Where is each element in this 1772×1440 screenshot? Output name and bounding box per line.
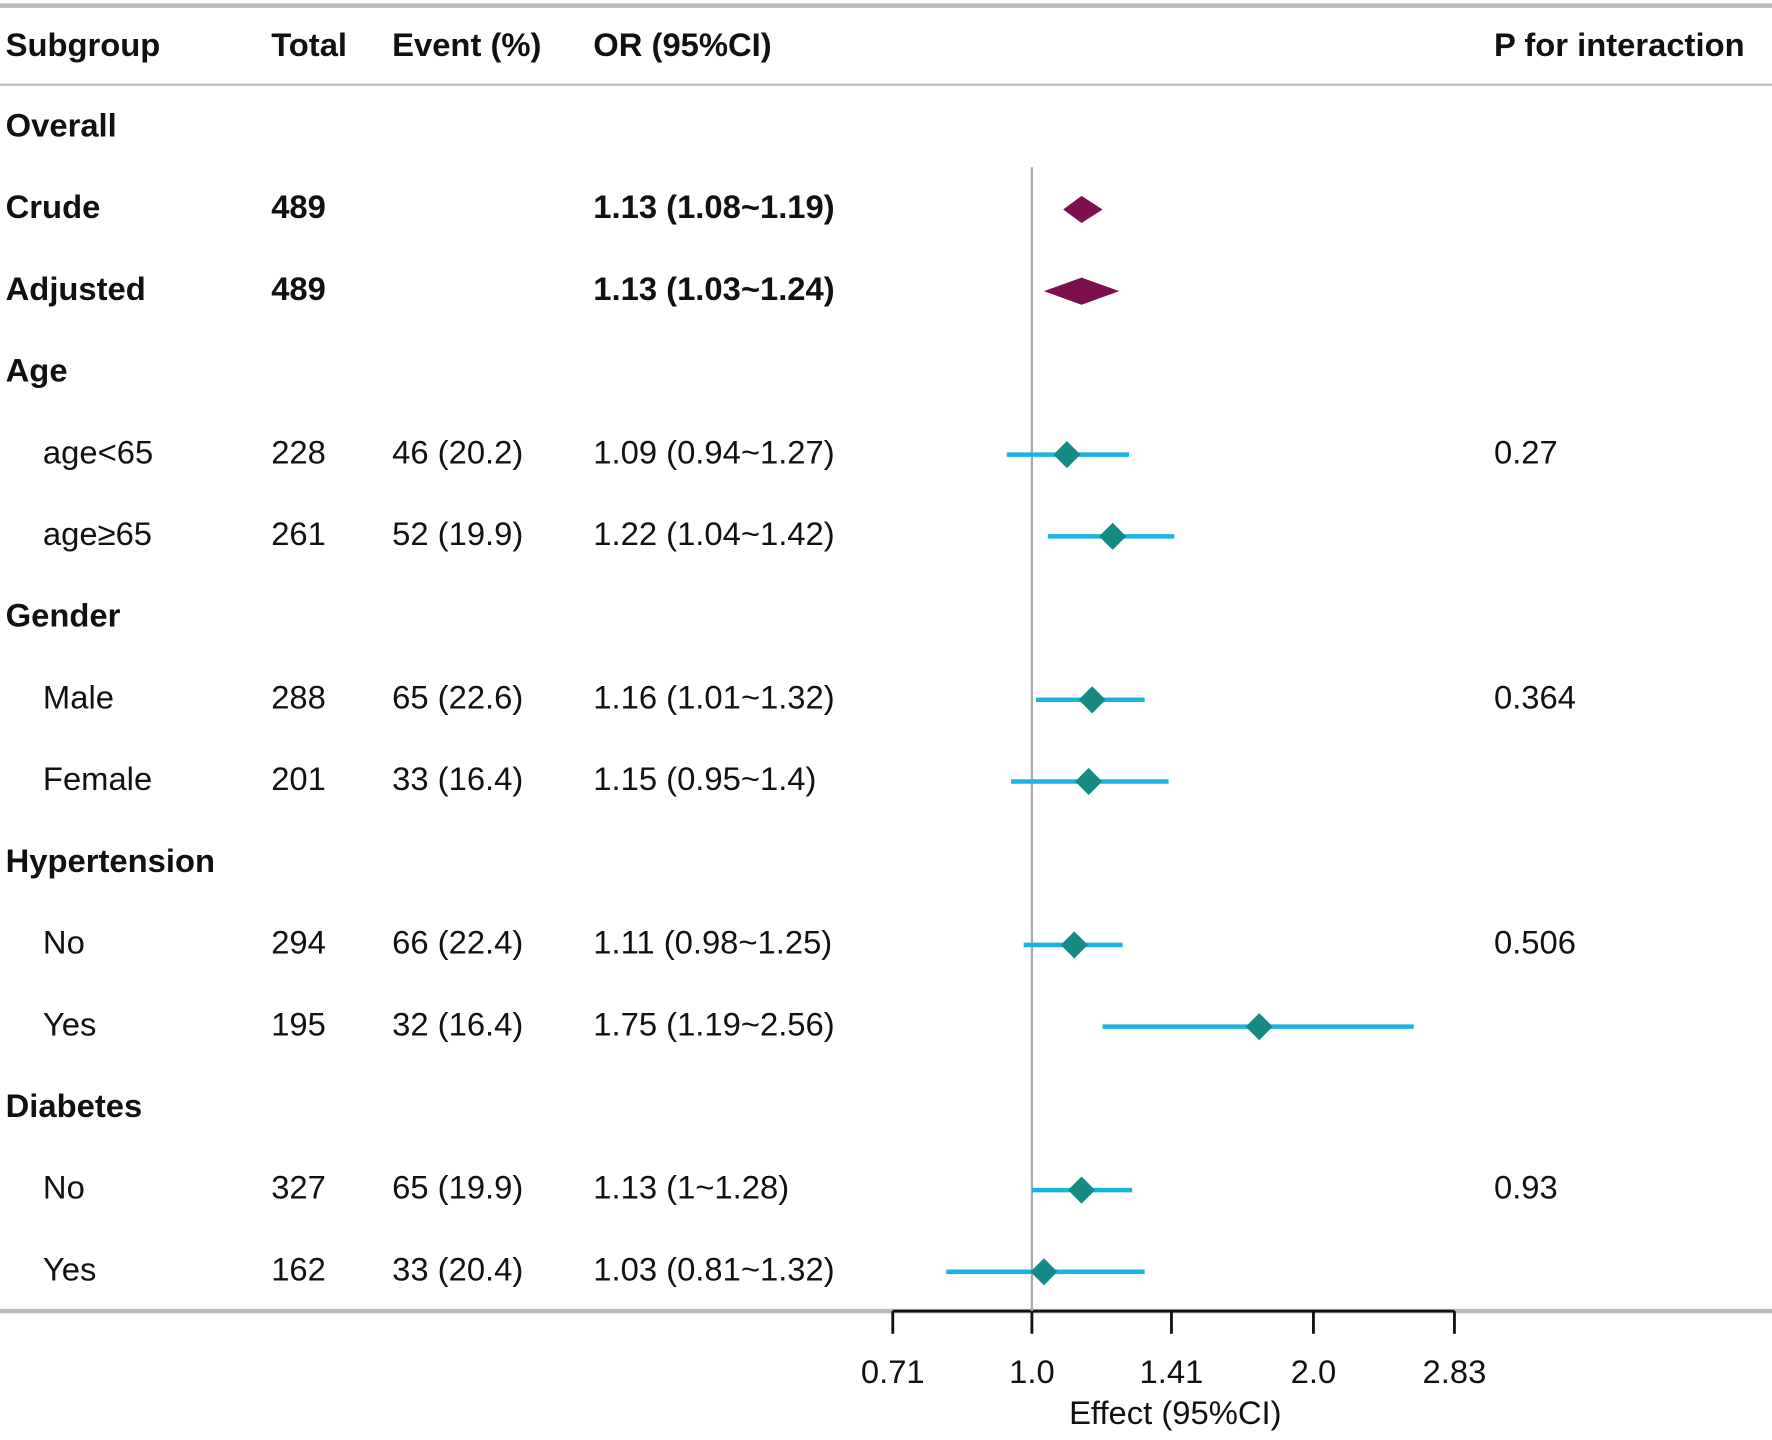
event: 33 (16.4)	[392, 760, 523, 797]
subgroup-label: Overall	[6, 106, 117, 143]
subgroup-label: Male	[43, 678, 114, 715]
overall-diamond	[1043, 277, 1120, 305]
or-label: 1.09 (0.94~1.27)	[593, 433, 834, 470]
total: 327	[271, 1169, 326, 1206]
total: 228	[271, 433, 326, 470]
point-estimate	[1053, 441, 1081, 469]
or-label: 1.13 (1.03~1.24)	[593, 270, 834, 307]
subgroup-label: Hypertension	[6, 842, 215, 879]
event: 33 (20.4)	[392, 1250, 523, 1287]
or-label: 1.15 (0.95~1.4)	[593, 760, 816, 797]
p-interaction: 0.27	[1494, 433, 1558, 470]
point-estimate	[1060, 931, 1088, 959]
point-estimate	[1099, 522, 1127, 550]
x-tick-label: 1.41	[1140, 1353, 1204, 1390]
or-label: 1.13 (1~1.28)	[593, 1169, 789, 1206]
subgroup-label: Yes	[43, 1250, 96, 1287]
event: 65 (22.6)	[392, 678, 523, 715]
overall-diamond	[1063, 195, 1103, 224]
subgroup-label: age<65	[43, 433, 153, 470]
or-label: 1.13 (1.08~1.19)	[593, 188, 834, 225]
x-tick-label: 2.0	[1291, 1353, 1337, 1390]
subgroup-label: Yes	[43, 1005, 96, 1042]
event: 32 (16.4)	[392, 1005, 523, 1042]
x-axis-title: Effect (95%CI)	[1069, 1394, 1281, 1431]
or-label: 1.11 (0.98~1.25)	[593, 924, 832, 961]
x-tick-label: 0.71	[861, 1353, 925, 1390]
subgroup-label: Crude	[6, 188, 101, 225]
total: 201	[271, 760, 326, 797]
total: 261	[271, 515, 326, 552]
or-label: 1.22 (1.04~1.42)	[593, 515, 834, 552]
total: 489	[271, 188, 326, 225]
column-header: Event (%)	[392, 26, 541, 63]
event: 66 (22.4)	[392, 924, 523, 961]
subgroup-label: Gender	[6, 597, 121, 634]
total: 162	[271, 1250, 326, 1287]
p-interaction: 0.506	[1494, 924, 1576, 961]
subgroup-label: No	[43, 924, 85, 961]
total: 294	[271, 924, 326, 961]
point-estimate	[1030, 1258, 1058, 1286]
x-tick-label: 2.83	[1423, 1353, 1487, 1390]
p-interaction: 0.93	[1494, 1169, 1558, 1206]
point-estimate	[1067, 1176, 1096, 1204]
event: 65 (19.9)	[392, 1169, 523, 1206]
point-estimate	[1245, 1013, 1273, 1041]
event: 52 (19.9)	[392, 515, 523, 552]
column-header: OR (95%CI)	[593, 26, 771, 63]
subgroup-label: age≥65	[43, 515, 152, 552]
total: 288	[271, 678, 326, 715]
column-header: Subgroup	[6, 26, 161, 63]
or-label: 1.75 (1.19~2.56)	[593, 1005, 834, 1042]
subgroup-label: Diabetes	[6, 1087, 143, 1124]
column-header: P for interaction	[1494, 26, 1745, 63]
subgroup-label: Female	[43, 760, 152, 797]
subgroup-label: Age	[6, 352, 68, 389]
or-label: 1.16 (1.01~1.32)	[593, 678, 834, 715]
subgroup-label: No	[43, 1169, 85, 1206]
or-label: 1.03 (0.81~1.32)	[593, 1250, 834, 1287]
event: 46 (20.2)	[392, 433, 523, 470]
subgroup-label: Adjusted	[6, 270, 146, 307]
column-header: Total	[271, 26, 347, 63]
point-estimate	[1078, 686, 1106, 714]
p-interaction: 0.364	[1494, 678, 1576, 715]
point-estimate	[1075, 767, 1103, 796]
total: 489	[271, 270, 326, 307]
x-tick-label: 1.0	[1009, 1353, 1055, 1390]
total: 195	[271, 1005, 326, 1042]
